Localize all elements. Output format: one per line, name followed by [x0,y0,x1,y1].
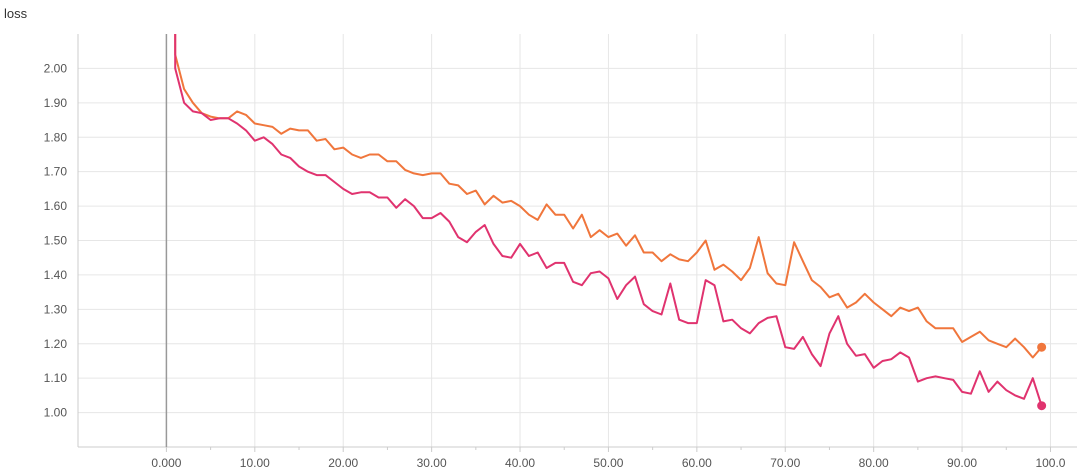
x-tick-labels: 0.000 10.00 20.00 30.00 40.00 50.00 60.00 70.00… [151,456,1065,470]
x-tick-label: 40.00 [505,456,535,470]
x-tick-label: 100.0 [1035,456,1065,470]
series-line-2 [174,34,1043,407]
series-lines [174,34,1047,411]
y-tick-label: 1.20 [44,337,68,351]
y-tick-label: 1.90 [44,96,68,110]
y-tick-label: 1.60 [44,199,68,213]
y-tick-labels: 1.00 1.10 1.20 1.30 1.40 1.50 1.60 1.70 1.80 1.90… [44,61,68,419]
chart-title: loss [4,6,28,21]
x-tick-label: 50.00 [593,456,623,470]
grid-lines [78,34,1077,447]
y-tick-label: 2.00 [44,61,68,75]
x-tick-label: 0.000 [151,456,181,470]
y-tick-label: 1.80 [44,130,68,144]
axes [77,34,1077,452]
x-tick-label: 60.00 [682,456,712,470]
x-tick-label: 10.00 [240,456,270,470]
x-tick-label: 30.00 [417,456,447,470]
x-tick-label: 90.00 [947,456,977,470]
y-tick-label: 1.40 [44,268,68,282]
y-tick-label: 1.30 [44,302,68,316]
y-tick-label: 1.70 [44,165,68,179]
series-endpoint-2 [1037,401,1047,411]
y-tick-label: 1.10 [44,371,68,385]
y-tick-label: 1.50 [44,234,68,248]
x-tick-label: 20.00 [328,456,358,470]
x-tick-label: 70.00 [770,456,800,470]
series-line-1 [174,34,1043,359]
x-tick-label: 80.00 [859,456,889,470]
y-tick-label: 1.00 [44,406,68,420]
series-endpoint-1 [1037,342,1047,352]
